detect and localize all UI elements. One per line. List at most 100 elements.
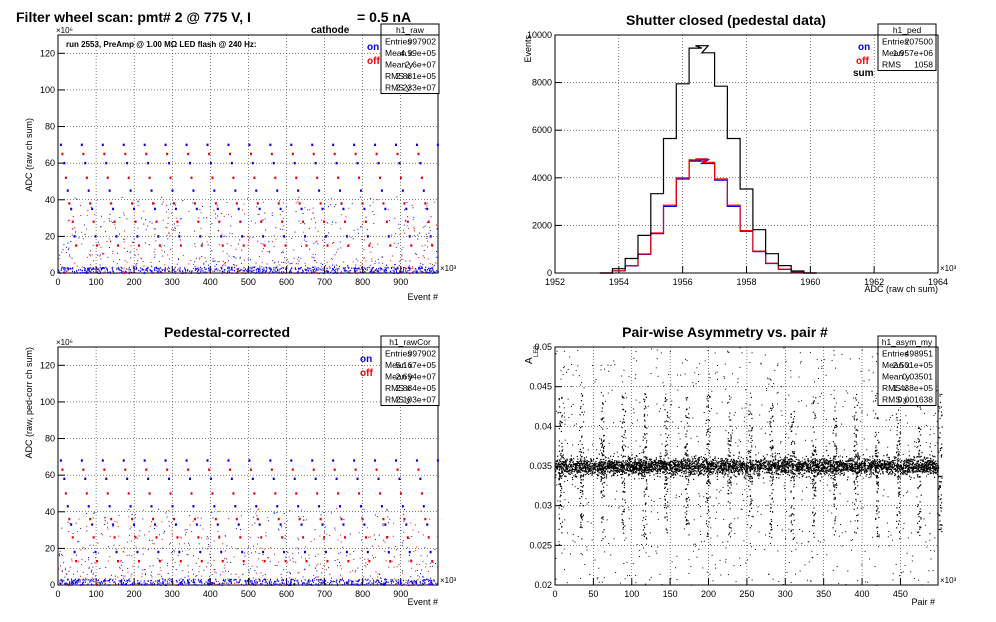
off-point [63, 272, 65, 274]
off-point [114, 578, 116, 580]
asym-point [607, 464, 609, 466]
asym-point [734, 464, 737, 466]
on-point [371, 272, 373, 274]
on-point [345, 582, 347, 584]
on-point [222, 580, 224, 582]
on-point [282, 579, 284, 582]
on-point [334, 527, 336, 529]
on-point [280, 573, 282, 575]
on-point [253, 580, 255, 582]
on-point [219, 270, 221, 272]
asym-point [746, 456, 748, 459]
on-point [149, 221, 151, 223]
on-point [87, 505, 90, 508]
on-point [390, 267, 392, 269]
asym-point [636, 462, 638, 464]
off-point [216, 205, 218, 207]
off-point [396, 152, 399, 156]
asym-point [839, 465, 841, 468]
stats-key: Entries [385, 349, 411, 359]
asym-point [760, 462, 762, 465]
on-point [400, 271, 402, 273]
on-point [407, 584, 409, 586]
x-tick-label: 800 [355, 589, 370, 599]
on-point [402, 542, 404, 544]
on-point [125, 271, 127, 274]
on-point [281, 272, 283, 274]
on-point [176, 580, 178, 583]
off-point [228, 518, 230, 520]
asym-point [696, 466, 698, 468]
on-point [415, 269, 417, 271]
on-point [199, 524, 201, 526]
on-point [276, 266, 278, 269]
asym-point [933, 465, 935, 467]
on-point [351, 583, 353, 585]
on-point [421, 569, 423, 571]
off-point [130, 250, 132, 252]
on-point [338, 552, 340, 554]
on-point [83, 266, 85, 269]
on-point [251, 582, 253, 585]
asym-point [625, 460, 627, 462]
on-point [154, 269, 156, 272]
on-point [73, 550, 76, 554]
asym-point [887, 461, 889, 463]
on-point [335, 477, 338, 481]
off-point [256, 517, 259, 521]
off-point [418, 531, 420, 533]
asym-point [666, 462, 668, 464]
on-point [220, 266, 222, 269]
asym-point [770, 468, 772, 471]
on-point [342, 267, 344, 269]
off-point [167, 254, 169, 256]
off-point [123, 267, 125, 269]
on-point [381, 268, 383, 270]
on-point [87, 272, 89, 274]
asym-point [700, 470, 703, 472]
on-point [187, 575, 189, 577]
on-point [352, 580, 354, 583]
off-point [84, 272, 86, 274]
asym-point [670, 464, 673, 467]
on-point [88, 270, 90, 272]
on-point [351, 267, 353, 269]
on-point [109, 578, 111, 581]
on-point [426, 221, 428, 223]
on-point [426, 237, 428, 239]
on-point [375, 268, 377, 270]
on-point [126, 250, 128, 252]
on-point [384, 578, 386, 580]
on-point [164, 269, 166, 272]
on-point [384, 523, 387, 526]
on-point [251, 267, 253, 270]
on-point [171, 271, 173, 273]
on-point [238, 581, 240, 584]
asym-point [745, 468, 747, 470]
on-point [146, 583, 148, 585]
on-point [319, 579, 321, 581]
on-point [236, 548, 238, 550]
off-point [152, 517, 155, 521]
asym-point [694, 473, 696, 475]
on-point [174, 228, 176, 230]
asym-point [588, 460, 590, 463]
on-point [313, 581, 315, 584]
on-point [200, 269, 202, 271]
asym-point [709, 464, 711, 466]
on-point [170, 203, 172, 205]
asym-point [725, 457, 727, 460]
on-point [416, 581, 418, 583]
on-point [344, 582, 346, 584]
on-point [202, 205, 204, 207]
asym-point [926, 467, 928, 469]
on-point [143, 265, 145, 267]
asym-point [908, 475, 911, 477]
on-point [227, 269, 229, 272]
on-point [123, 547, 125, 549]
on-point [246, 581, 248, 583]
on-point [369, 575, 371, 577]
on-point [297, 505, 300, 508]
on-point [364, 271, 366, 273]
